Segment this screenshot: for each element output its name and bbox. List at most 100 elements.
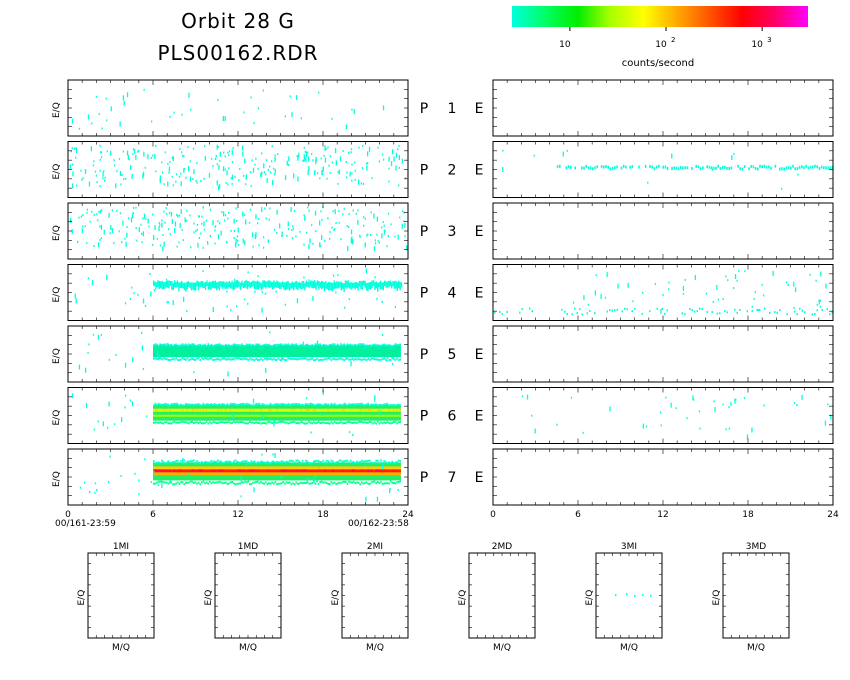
mass-panel-title: 2MD <box>492 542 512 552</box>
y-axis-label: E/Q <box>52 164 62 180</box>
mass-panel-title: 3MD <box>746 542 766 552</box>
row-e-label: E <box>475 409 484 425</box>
mass-panel: 3MI E/Q M/Q <box>585 542 663 653</box>
left-panel-heatmap <box>67 325 409 383</box>
right-panel-heatmap <box>492 448 834 506</box>
row-e-label: E <box>475 286 484 302</box>
mass-panel-count <box>615 594 617 597</box>
spectrogram-rows: E/Q P 1 E E/Q P 2 E E/Q P 3 E E/Q P 4 E E/Q P 5 E E/Q P 6 E E/Q P… <box>52 79 839 520</box>
y-axis-label: E/Q <box>52 102 62 118</box>
x-tick-label: 24 <box>402 510 414 520</box>
start-time-label: 00/161-23:59 <box>55 519 116 529</box>
mass-panel-ylabel: E/Q <box>712 590 722 606</box>
mass-panel-ylabel: E/Q <box>204 590 214 606</box>
right-panel-heatmap <box>492 264 834 321</box>
x-tick-label: 0 <box>65 510 71 520</box>
row-e-label: E <box>475 470 484 486</box>
panel-frame <box>67 264 409 321</box>
panel-frame <box>67 79 409 137</box>
right-panel-heatmap <box>492 202 834 260</box>
mass-panel-frame <box>214 552 282 639</box>
mass-panel-xlabel: M/Q <box>239 643 257 653</box>
mass-panel-title: 2MI <box>367 542 383 552</box>
panel-frame <box>67 141 409 198</box>
mass-panel-frame <box>87 552 155 639</box>
spectrogram-row: E/Q P 2 E <box>52 141 834 198</box>
x-tick-label: 6 <box>150 510 156 520</box>
title-line-2: PLS00162.RDR <box>157 41 318 65</box>
row-e-label: E <box>475 347 484 363</box>
spectrogram-row: E/Q P 5 E <box>52 325 834 383</box>
row-e-label: E <box>475 163 484 179</box>
panel-frame <box>492 79 834 137</box>
mass-panel-frame <box>595 552 663 639</box>
mass-panel-count <box>642 593 644 596</box>
colorbar: 10 10 2 10 3 <box>512 6 808 50</box>
row-p-label: P <box>420 163 428 179</box>
left-panel-heatmap <box>67 202 409 260</box>
left-panel-heatmap <box>67 79 409 137</box>
panel-frame <box>492 202 834 260</box>
spectrogram-row: E/Q P 3 E <box>52 202 834 260</box>
row-index-label: 6 <box>448 409 457 425</box>
row-p-label: P <box>420 101 428 117</box>
row-p-label: P <box>420 286 428 302</box>
row-p-label: P <box>420 347 428 363</box>
row-e-label: E <box>475 101 484 117</box>
colorbar-gradient <box>512 6 808 27</box>
mass-panel-xlabel: M/Q <box>747 643 765 653</box>
row-index-label: 4 <box>448 286 457 302</box>
y-axis-label: E/Q <box>52 225 62 241</box>
row-p-label: P <box>420 470 428 486</box>
x-tick-label: 12 <box>657 510 668 520</box>
row-index-label: 5 <box>448 347 457 363</box>
colorbar-tick-label: 10 <box>655 40 667 50</box>
mass-panel-xlabel: M/Q <box>366 643 384 653</box>
row-index-label: 7 <box>448 470 457 486</box>
mass-panel-frame <box>722 552 790 639</box>
mass-panel: 1MD E/Q M/Q <box>204 542 282 653</box>
spectrogram-row: E/Q P 4 E <box>52 264 834 321</box>
colorbar-tick-exponent: 2 <box>671 36 675 44</box>
mass-panel-frame <box>341 552 409 639</box>
mass-panel-title: 1MI <box>113 542 129 552</box>
mass-panel-count <box>626 593 628 596</box>
x-tick-label: 12 <box>232 510 243 520</box>
left-panel-heatmap <box>67 264 409 321</box>
mass-panel-ylabel: E/Q <box>331 590 341 606</box>
mass-panel: 3MD E/Q M/Q <box>712 542 790 653</box>
x-tick-label: 18 <box>317 510 329 520</box>
mass-panel-frame <box>468 552 536 639</box>
panel-frame <box>492 387 834 444</box>
row-index-label: 2 <box>448 163 457 179</box>
mass-panel: 1MI E/Q M/Q <box>77 542 155 653</box>
row-p-label: P <box>420 224 428 240</box>
mass-panel: 2MI E/Q M/Q <box>331 542 409 653</box>
right-panel-heatmap <box>492 79 834 137</box>
end-time-label: 00/162-23:58 <box>348 519 409 529</box>
left-panel-heatmap <box>67 448 409 506</box>
right-panel-heatmap <box>492 141 834 198</box>
spectrogram-row: E/Q P 1 E <box>52 79 834 137</box>
panel-frame <box>492 325 834 383</box>
row-e-label: E <box>475 224 484 240</box>
mass-panel-xlabel: M/Q <box>620 643 638 653</box>
row-p-label: P <box>420 409 428 425</box>
title-line-1: Orbit 28 G <box>181 9 295 33</box>
colorbar-label: counts/second <box>622 58 694 69</box>
panel-frame <box>492 264 834 321</box>
mass-panel-xlabel: M/Q <box>493 643 511 653</box>
left-panel-heatmap <box>67 387 409 444</box>
mass-panel-title: 1MD <box>238 542 258 552</box>
mass-panels: 1MI E/Q M/Q 1MD E/Q M/Q 2MI E/Q M/Q 2MD E/Q M/Q 3MI E… <box>77 542 790 653</box>
mass-panel-count <box>634 594 636 597</box>
spectrogram-row: E/Q P 6 E <box>52 387 834 444</box>
right-panel-heatmap <box>492 325 834 383</box>
mass-panel-ylabel: E/Q <box>77 590 87 606</box>
mass-panel-title: 3MI <box>621 542 637 552</box>
x-tick-label: 6 <box>575 510 581 520</box>
colorbar-tick-label: 10 <box>751 40 763 50</box>
x-tick-label: 18 <box>742 510 754 520</box>
mass-panel: 2MD E/Q M/Q <box>458 542 536 653</box>
